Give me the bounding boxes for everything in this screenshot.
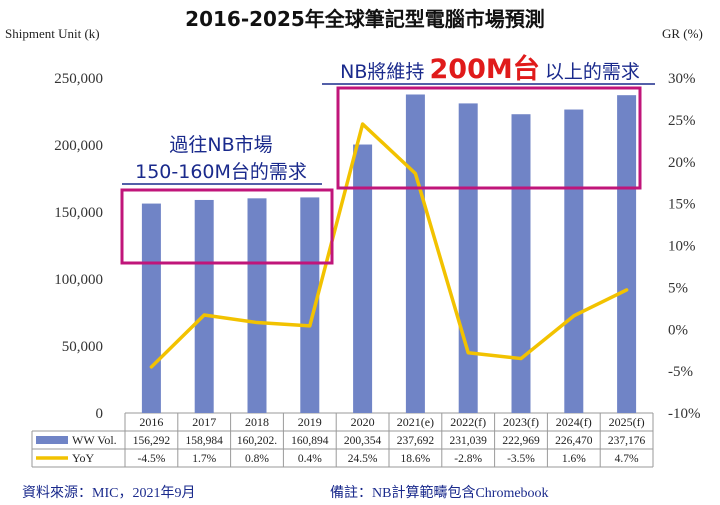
x-tick-label: 2020: [351, 415, 375, 429]
bar-value-label: 156,292: [133, 435, 171, 447]
data-table: 2016 2017 2018 2019 2020 2021(e) 2022(f) 2023(f…: [31, 413, 654, 468]
legend-label-line: YoY: [72, 451, 94, 465]
right-axis-ticks: -10% -5% 0% 5% 10% 15% 20% 25% 30%: [668, 71, 701, 422]
legend-swatch-bar: [36, 436, 68, 444]
bar: [353, 144, 373, 413]
legend-label-bar: WW Vol.: [72, 433, 117, 447]
x-tick-label: 2018: [245, 415, 269, 429]
yoy-value-label: -3.5%: [507, 453, 535, 465]
right-tick-label: 15%: [668, 197, 696, 213]
bar-value-label: 158,984: [186, 435, 224, 447]
left-tick-label: 150,000: [54, 205, 103, 221]
left-tick-label: 100,000: [54, 272, 103, 288]
right-axis-label: GR (%): [662, 26, 703, 41]
yoy-value-label: 1.7%: [192, 453, 216, 465]
bar-value-label: 231,039: [450, 435, 488, 447]
annotation-past-line1: 過往NB市場: [169, 134, 272, 156]
right-tick-label: 0%: [668, 322, 688, 338]
yoy-value-label: 0.4%: [298, 453, 322, 465]
yoy-value-label: 4.7%: [615, 453, 639, 465]
x-tick-label: 2024(f): [556, 415, 592, 429]
x-tick-label: 2017: [192, 415, 216, 429]
annotation-box-past: [120, 188, 334, 265]
bar: [405, 94, 425, 413]
left-tick-label: 200,000: [54, 138, 103, 154]
x-tick-label: 2023(f): [503, 415, 539, 429]
yoy-value-label: -2.8%: [454, 453, 482, 465]
bar-value-label: 222,969: [502, 435, 540, 447]
bar: [564, 109, 584, 413]
yoy-value-label: 18.6%: [401, 453, 431, 465]
right-tick-label: 10%: [668, 239, 696, 255]
bar-value-label: 160,202.: [237, 435, 277, 447]
bar: [617, 95, 637, 414]
annotation-box-future: [336, 86, 642, 190]
bar-value-label: 226,470: [555, 435, 593, 447]
x-tick-label: 2016: [139, 415, 163, 429]
x-tick-label: 2022(f): [450, 415, 486, 429]
left-axis-label: Shipment Unit (k): [5, 26, 100, 41]
left-tick-label: 50,000: [62, 339, 103, 355]
right-tick-label: 5%: [668, 280, 688, 296]
bar: [300, 197, 320, 413]
yoy-value-label: 1.6%: [562, 453, 586, 465]
right-tick-label: 25%: [668, 113, 696, 129]
bar: [194, 199, 214, 413]
left-tick-label: 250,000: [54, 71, 103, 87]
bar-value-label: 237,692: [397, 435, 435, 447]
footer-source: 資料來源：MIC，2021年9月: [22, 485, 195, 501]
x-tick-label: 2021(e): [397, 415, 434, 429]
x-tick-label: 2019: [298, 415, 322, 429]
bar: [458, 103, 478, 413]
yoy-value-label: 0.8%: [245, 453, 269, 465]
yoy-value-label: -4.5%: [138, 453, 166, 465]
right-tick-label: 30%: [668, 71, 696, 87]
chart-title: 2016-2025年全球筆記型電腦市場預測: [185, 7, 545, 31]
bar: [511, 114, 531, 413]
bar-value-label: 237,176: [608, 435, 646, 447]
x-tick-label: 2025(f): [609, 415, 645, 429]
right-tick-label: -10%: [668, 406, 701, 422]
annotation-future-text: NB將維持 200M台 以上的需求: [340, 53, 640, 85]
line-series: [149, 122, 629, 369]
footer-note: 備註：NB計算範疇包含Chromebook: [330, 484, 549, 501]
yoy-value-label: 24.5%: [348, 453, 378, 465]
right-tick-label: -5%: [668, 364, 693, 380]
bar: [141, 203, 161, 413]
bar-value-label: 200,354: [344, 435, 382, 447]
bar: [247, 198, 267, 413]
annotation-future-suffix: 以上的需求: [545, 61, 640, 83]
annotation-future-prefix: NB將維持: [340, 61, 424, 83]
left-axis-ticks: 0 50,000 100,000 150,000 200,000 250,000: [54, 71, 103, 422]
annotation-future-highlight: 200M台: [430, 53, 540, 85]
right-tick-label: 20%: [668, 155, 696, 171]
bar-value-label: 160,894: [291, 435, 329, 447]
left-tick-label: 0: [96, 406, 104, 422]
yoy-line: [149, 122, 629, 369]
annotation-past-line2: 150-160M台的需求: [135, 161, 307, 183]
